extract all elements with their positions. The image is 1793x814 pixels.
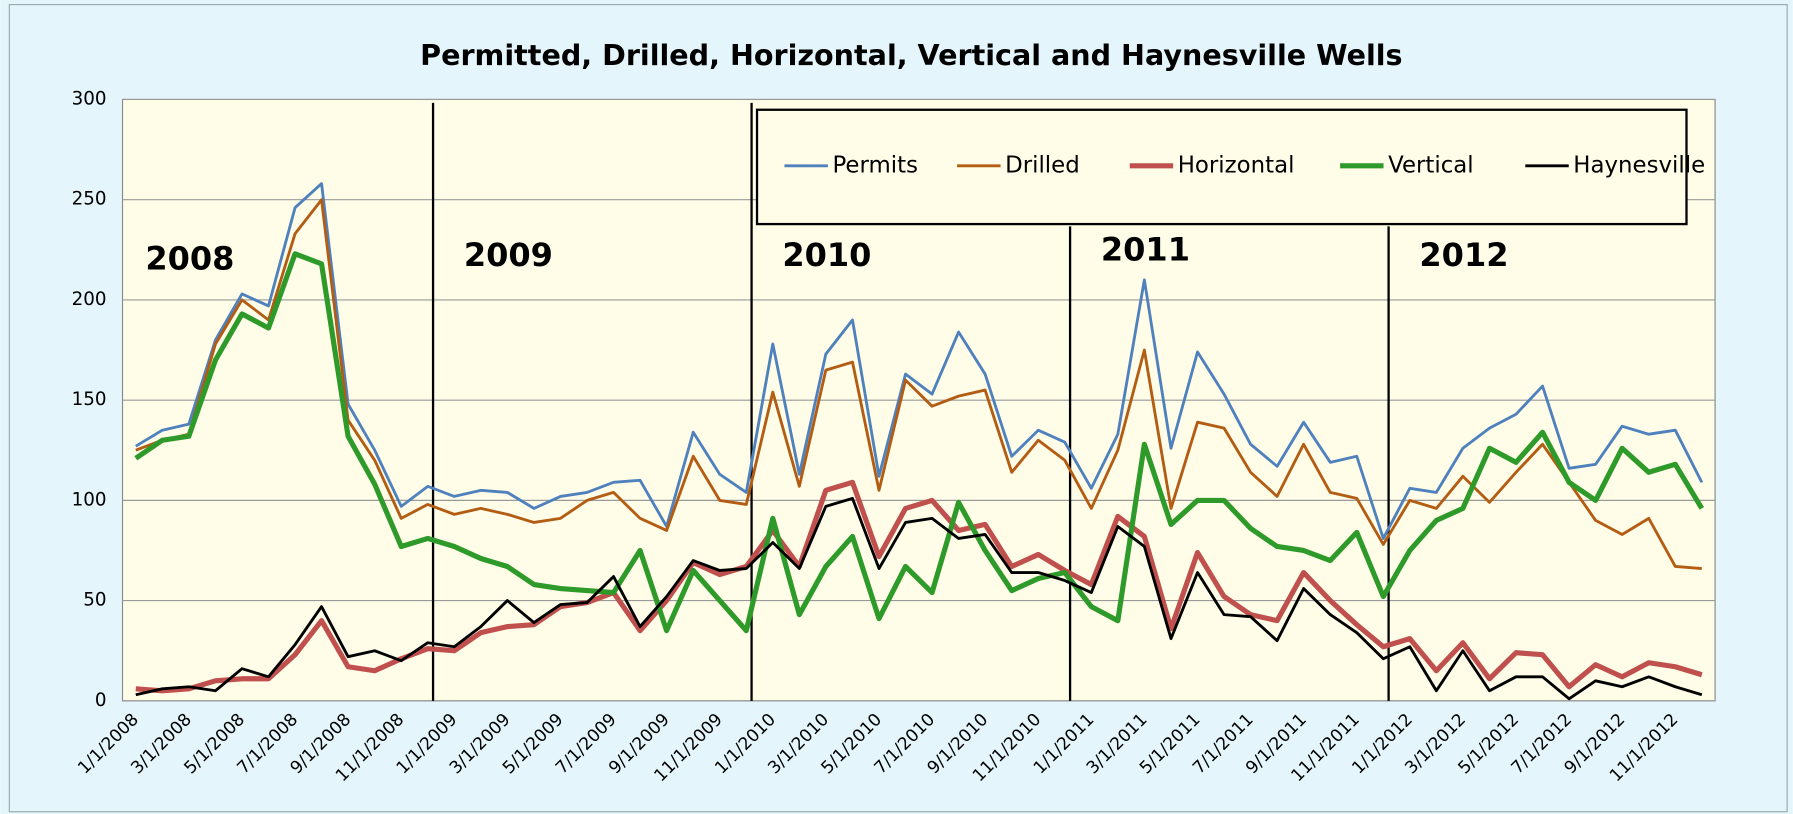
y-tick-label: 100 [72,489,107,510]
chart-title: Permitted, Drilled, Horizontal, Vertical… [420,38,1402,72]
legend-label: Horizontal [1178,152,1295,178]
y-tick-label: 300 [72,88,107,109]
legend: Permits Drilled Horizontal Vertical Haynesvi… [755,108,1705,226]
year-label: 2009 [464,236,553,274]
series-line [135,198,1702,570]
y-tick-label: 250 [72,189,107,210]
year-label: 2011 [1101,231,1190,269]
y-tick-label: 0 [95,690,107,711]
series-line [134,251,1705,634]
legend-label: Haynesville [1573,152,1705,178]
y-tick-label: 150 [72,389,107,410]
series-line [135,182,1704,540]
y-tick-label: 50 [83,590,106,611]
year-label: 2012 [1419,236,1508,274]
legend-label: Vertical [1388,152,1474,178]
y-tick-label: 200 [72,289,107,310]
legend-label: Drilled [1005,152,1080,178]
year-label: 2010 [782,236,871,274]
series-line [135,496,1703,701]
legend-label: Permits [832,152,918,178]
series-line [135,479,1703,694]
year-label: 2008 [145,240,234,278]
